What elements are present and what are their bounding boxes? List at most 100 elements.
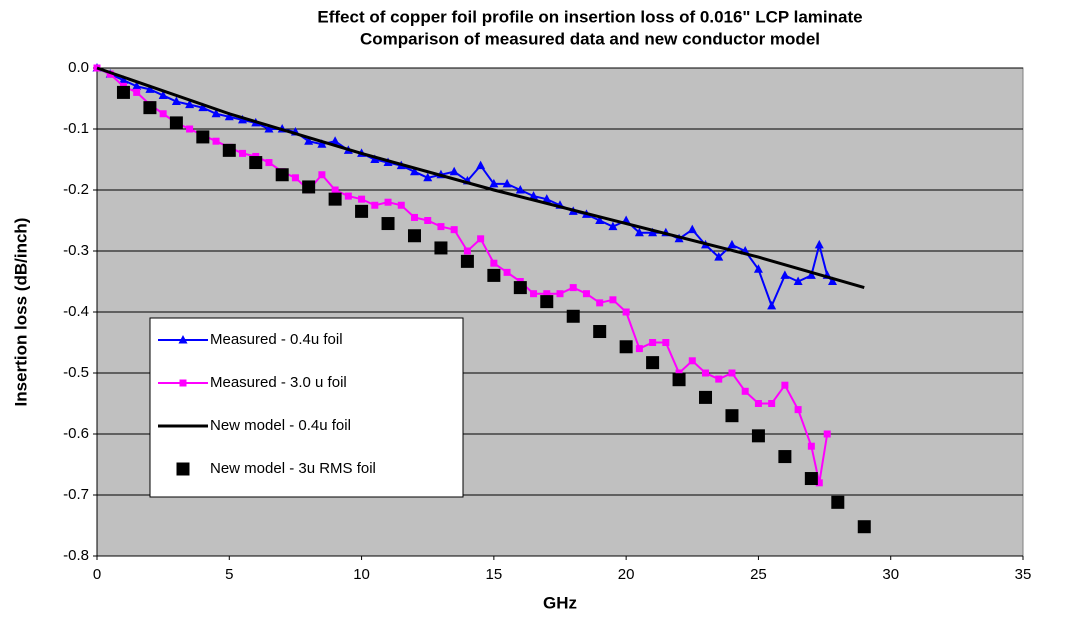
marker bbox=[780, 270, 790, 279]
marker bbox=[186, 125, 194, 133]
marker bbox=[751, 429, 765, 443]
series-line bbox=[96, 67, 834, 309]
marker bbox=[753, 264, 763, 273]
marker bbox=[330, 136, 340, 145]
marker bbox=[714, 252, 724, 261]
marker bbox=[264, 124, 274, 133]
marker bbox=[754, 400, 762, 407]
marker bbox=[434, 241, 448, 255]
marker bbox=[702, 369, 710, 377]
marker bbox=[304, 136, 314, 145]
marker bbox=[212, 137, 220, 145]
y-tick-label: -0.7 bbox=[63, 486, 89, 503]
marker bbox=[823, 430, 831, 438]
marker bbox=[410, 213, 418, 221]
x-tick-label: 25 bbox=[750, 566, 767, 583]
marker bbox=[662, 339, 670, 346]
marker bbox=[489, 178, 499, 188]
marker bbox=[857, 520, 871, 534]
y-tick-label: -0.1 bbox=[63, 120, 89, 137]
marker bbox=[595, 215, 605, 224]
marker bbox=[275, 168, 289, 182]
marker bbox=[725, 409, 739, 423]
y-tick-label: -0.6 bbox=[63, 425, 89, 442]
marker bbox=[609, 296, 617, 304]
marker bbox=[648, 227, 658, 237]
marker bbox=[487, 268, 501, 282]
marker bbox=[145, 84, 155, 93]
marker bbox=[715, 375, 723, 383]
marker bbox=[781, 381, 789, 389]
marker bbox=[646, 356, 660, 370]
marker bbox=[688, 357, 696, 365]
marker bbox=[622, 308, 630, 316]
marker bbox=[635, 345, 643, 353]
marker bbox=[318, 171, 326, 179]
marker bbox=[158, 90, 168, 99]
marker bbox=[460, 254, 474, 268]
y-tick-label: -0.3 bbox=[63, 242, 89, 259]
x-tick-label: 20 bbox=[618, 566, 635, 583]
marker bbox=[437, 223, 445, 231]
marker bbox=[132, 81, 142, 90]
legend-label: New model - 3u RMS foil bbox=[210, 460, 376, 477]
marker bbox=[503, 268, 511, 276]
marker bbox=[463, 247, 471, 255]
marker bbox=[831, 495, 845, 509]
marker bbox=[806, 270, 816, 279]
marker bbox=[608, 221, 618, 231]
marker bbox=[619, 340, 633, 354]
marker bbox=[331, 186, 339, 194]
marker bbox=[649, 339, 657, 346]
marker bbox=[596, 299, 604, 307]
x-tick-label: 10 bbox=[353, 566, 370, 583]
y-axis-title: Insertion loss (dB/inch) bbox=[11, 218, 30, 407]
marker bbox=[675, 369, 683, 377]
marker bbox=[178, 335, 188, 344]
marker bbox=[793, 276, 803, 285]
marker bbox=[265, 159, 273, 167]
marker bbox=[542, 194, 552, 203]
marker bbox=[529, 191, 539, 200]
x-axis-title: GHz bbox=[543, 593, 577, 612]
series-line bbox=[96, 66, 865, 290]
marker bbox=[794, 406, 802, 414]
legend-box bbox=[149, 317, 464, 498]
marker bbox=[490, 259, 498, 267]
marker bbox=[176, 462, 190, 476]
y-tick-label: -0.2 bbox=[63, 181, 89, 198]
marker bbox=[556, 290, 564, 298]
marker bbox=[371, 201, 379, 209]
marker bbox=[566, 309, 580, 323]
marker bbox=[476, 160, 486, 170]
marker bbox=[355, 204, 369, 218]
marker bbox=[291, 174, 299, 182]
marker bbox=[344, 192, 352, 200]
y-tick-label: -0.8 bbox=[63, 547, 89, 564]
marker bbox=[169, 116, 183, 130]
marker bbox=[828, 276, 838, 285]
marker bbox=[767, 300, 777, 310]
marker bbox=[302, 180, 316, 194]
y-tick-label: 0.0 bbox=[68, 59, 89, 76]
marker bbox=[224, 111, 234, 121]
marker bbox=[778, 450, 792, 464]
marker bbox=[543, 290, 551, 298]
marker bbox=[687, 224, 697, 234]
marker bbox=[814, 239, 824, 249]
marker bbox=[804, 472, 818, 486]
marker bbox=[159, 110, 167, 118]
marker bbox=[513, 281, 527, 295]
marker bbox=[133, 88, 141, 96]
marker bbox=[672, 373, 686, 387]
marker bbox=[450, 226, 458, 234]
y-tick-label: -0.5 bbox=[63, 364, 89, 381]
marker bbox=[381, 217, 395, 231]
marker bbox=[143, 101, 157, 115]
marker bbox=[768, 400, 776, 407]
marker bbox=[502, 178, 512, 188]
marker bbox=[424, 217, 432, 224]
marker bbox=[358, 195, 366, 203]
